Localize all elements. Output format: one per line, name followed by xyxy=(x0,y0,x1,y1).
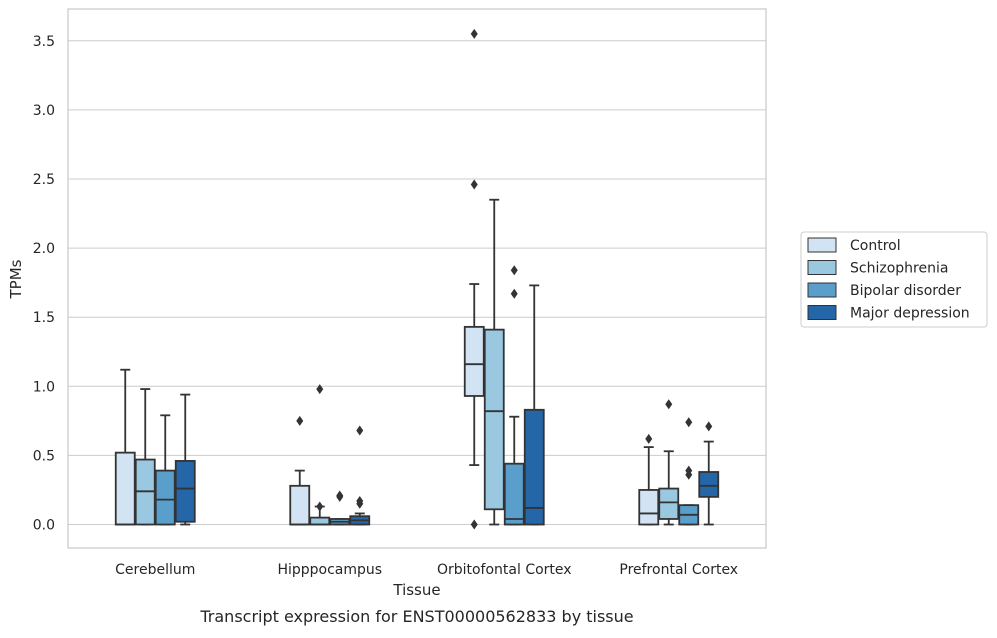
outlier-point xyxy=(336,490,344,501)
legend-swatch xyxy=(807,260,837,275)
box-iqr xyxy=(658,487,680,520)
box-iqr xyxy=(503,462,525,526)
outlier-point xyxy=(685,417,693,428)
y-tick-label: 3.0 xyxy=(33,103,55,119)
box-iqr xyxy=(174,460,196,523)
x-axis-ticks: Cerebellum Hipppocampus Orbitofontal Corte… xyxy=(115,562,738,578)
x-tick-label: Hipppocampus xyxy=(277,562,382,578)
outlier-point xyxy=(645,433,653,444)
box-schizophrenia xyxy=(483,198,505,526)
plot-frame xyxy=(67,8,767,549)
box-control xyxy=(638,433,660,526)
outlier-point xyxy=(356,425,364,436)
y-tick-label: 1.0 xyxy=(33,379,55,395)
x-tick-label: Orbitofontal Cortex xyxy=(437,562,572,578)
box-iqr xyxy=(154,469,176,526)
legend-swatch xyxy=(807,237,837,253)
y-axis-ticks: 0.0 0.5 1.0 1.5 2.0 2.5 3.0 3.5 xyxy=(33,34,55,534)
x-tick-label: Cerebellum xyxy=(115,562,195,578)
box-bipolar-disorder xyxy=(678,417,700,526)
x-tick-label: Prefrontal Cortex xyxy=(619,562,738,578)
box-bipolar-disorder xyxy=(503,265,525,526)
legend-entry: Major depression xyxy=(850,306,970,322)
outlier-point xyxy=(470,179,478,190)
outlier-point xyxy=(705,421,713,432)
outlier-point xyxy=(685,465,693,476)
box-iqr xyxy=(698,471,720,498)
box-bipolar-disorder xyxy=(329,490,351,526)
box-control xyxy=(463,28,485,530)
box-iqr xyxy=(483,328,505,511)
legend: Control Schizophrenia Bipolar disorder Majo… xyxy=(800,231,988,328)
y-tick-label: 2.0 xyxy=(33,241,55,257)
box-schizophrenia xyxy=(134,388,156,526)
box-schizophrenia xyxy=(309,384,331,526)
box-iqr xyxy=(523,408,545,526)
box-major-depression xyxy=(174,393,196,526)
outlier-point xyxy=(510,288,518,299)
box-major-depression xyxy=(349,425,371,526)
grid-lines xyxy=(68,40,766,526)
box-iqr xyxy=(638,489,660,526)
outlier-point xyxy=(296,415,304,426)
box-control xyxy=(114,368,136,526)
box-series xyxy=(114,28,720,530)
legend-entry: Schizophrenia xyxy=(850,261,948,277)
outlier-point xyxy=(510,265,518,276)
legend-entry: Control xyxy=(850,238,901,254)
box-iqr xyxy=(463,325,485,397)
y-tick-label: 1.5 xyxy=(33,310,55,326)
box-major-depression xyxy=(523,284,545,526)
legend-frame xyxy=(800,231,988,328)
box-schizophrenia xyxy=(658,399,680,526)
y-tick-label: 3.5 xyxy=(33,34,55,50)
outlier-point xyxy=(356,496,364,507)
box-iqr xyxy=(289,484,311,526)
outlier-point xyxy=(316,384,324,395)
box-major-depression xyxy=(698,421,720,526)
chart-caption: Transcript expression for ENST0000056283… xyxy=(199,607,633,626)
y-tick-label: 2.5 xyxy=(33,172,55,188)
y-axis-label: TPMs xyxy=(7,259,25,299)
legend-swatch xyxy=(807,282,837,298)
outlier-point xyxy=(665,399,673,410)
box-bipolar-disorder xyxy=(154,414,176,526)
legend-entry: Bipolar disorder xyxy=(850,283,961,299)
box-control xyxy=(289,415,311,526)
x-axis-label: Tissue xyxy=(392,581,440,599)
box-iqr xyxy=(114,451,136,526)
legend-swatch xyxy=(807,305,837,320)
box-iqr xyxy=(309,516,331,526)
outlier-point xyxy=(470,28,478,39)
y-tick-label: 0.0 xyxy=(33,518,55,534)
y-tick-label: 0.5 xyxy=(33,448,55,464)
outlier-point xyxy=(316,501,324,512)
outlier-point xyxy=(470,519,478,530)
